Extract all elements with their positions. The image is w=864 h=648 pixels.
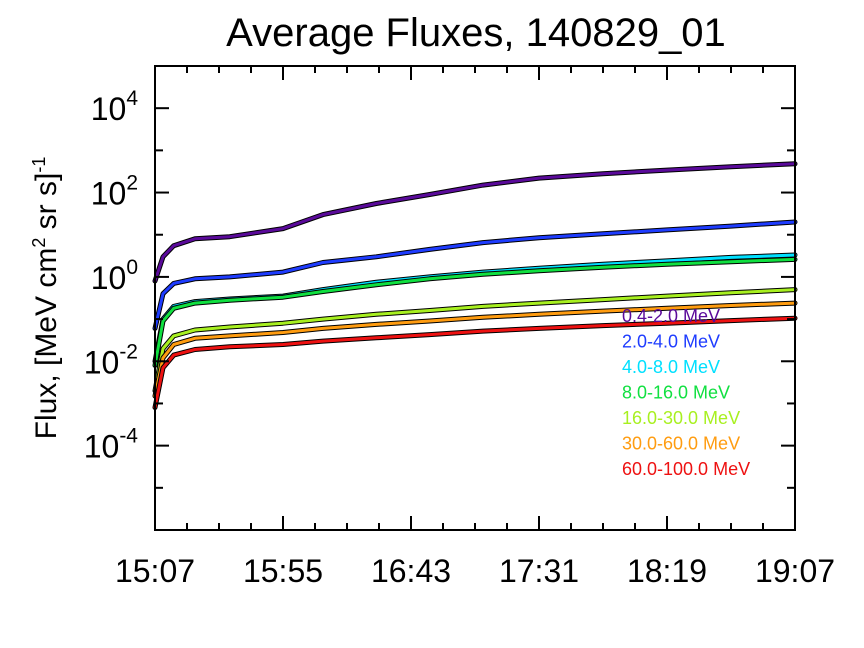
x-tick-label: 17:31 [499, 553, 579, 589]
y-axis-label-base: Flux, [MeV cm [30, 248, 63, 440]
series-line [153, 257, 797, 367]
series-group [152, 161, 798, 410]
legend-entry: 2.0-4.0 MeV [622, 332, 720, 352]
legend-entry: 4.0-8.0 MeV [622, 357, 720, 377]
y-tick-exponent: 0 [126, 256, 138, 279]
chart-title: Average Fluxes, 140829_01 [226, 11, 726, 55]
x-tick-label: 15:55 [243, 553, 323, 589]
series-line [153, 220, 797, 330]
legend-entry: 8.0-16.0 MeV [622, 383, 730, 403]
series-line [153, 316, 797, 409]
y-tick-label: 104 [91, 87, 139, 127]
y-tick-label: 100 [91, 256, 138, 296]
y-tick-base: 10 [84, 344, 120, 380]
y-tick-base: 10 [91, 91, 127, 127]
y-tick-exponent: 4 [126, 87, 138, 110]
y-tick-exponent: -4 [119, 425, 138, 448]
y-axis-label: Flux, [MeV cm2 sr s]-1 [29, 157, 63, 440]
y-axis-label-mid: sr s] [30, 173, 63, 238]
x-tick-label: 19:07 [755, 553, 835, 589]
y-tick-label: 10-4 [84, 425, 139, 465]
y-tick-exponent: -2 [119, 340, 138, 363]
legend-entry: 30.0-60.0 MeV [622, 434, 740, 454]
x-tick-label: 18:19 [627, 553, 707, 589]
x-tick-labels: 15:07 15:55 16:43 17:31 18:19 19:07 [115, 553, 835, 589]
series-line [153, 162, 797, 283]
y-axis-label-sup1: 2 [29, 238, 49, 248]
legend: 0.4-2.0 MeV 2.0-4.0 MeV 4.0-8.0 MeV 8.0-16.… [622, 306, 750, 479]
legend-entry: 0.4-2.0 MeV [622, 306, 720, 326]
y-axis-label-sup2: -1 [29, 157, 49, 173]
x-tick-label: 16:43 [371, 553, 451, 589]
axes-group [154, 65, 796, 531]
y-tick-exponent: 2 [126, 172, 138, 195]
y-tick-base: 10 [84, 429, 120, 465]
x-tick-label: 15:07 [115, 553, 195, 589]
y-tick-label: 102 [91, 172, 138, 212]
series-line [153, 301, 797, 398]
y-tick-label: 10-2 [84, 340, 138, 380]
legend-entry: 60.0-100.0 MeV [622, 459, 750, 479]
y-tick-base: 10 [91, 260, 127, 296]
legend-entry: 16.0-30.0 MeV [622, 408, 740, 428]
series-line [153, 288, 797, 393]
y-tick-base: 10 [91, 176, 127, 212]
